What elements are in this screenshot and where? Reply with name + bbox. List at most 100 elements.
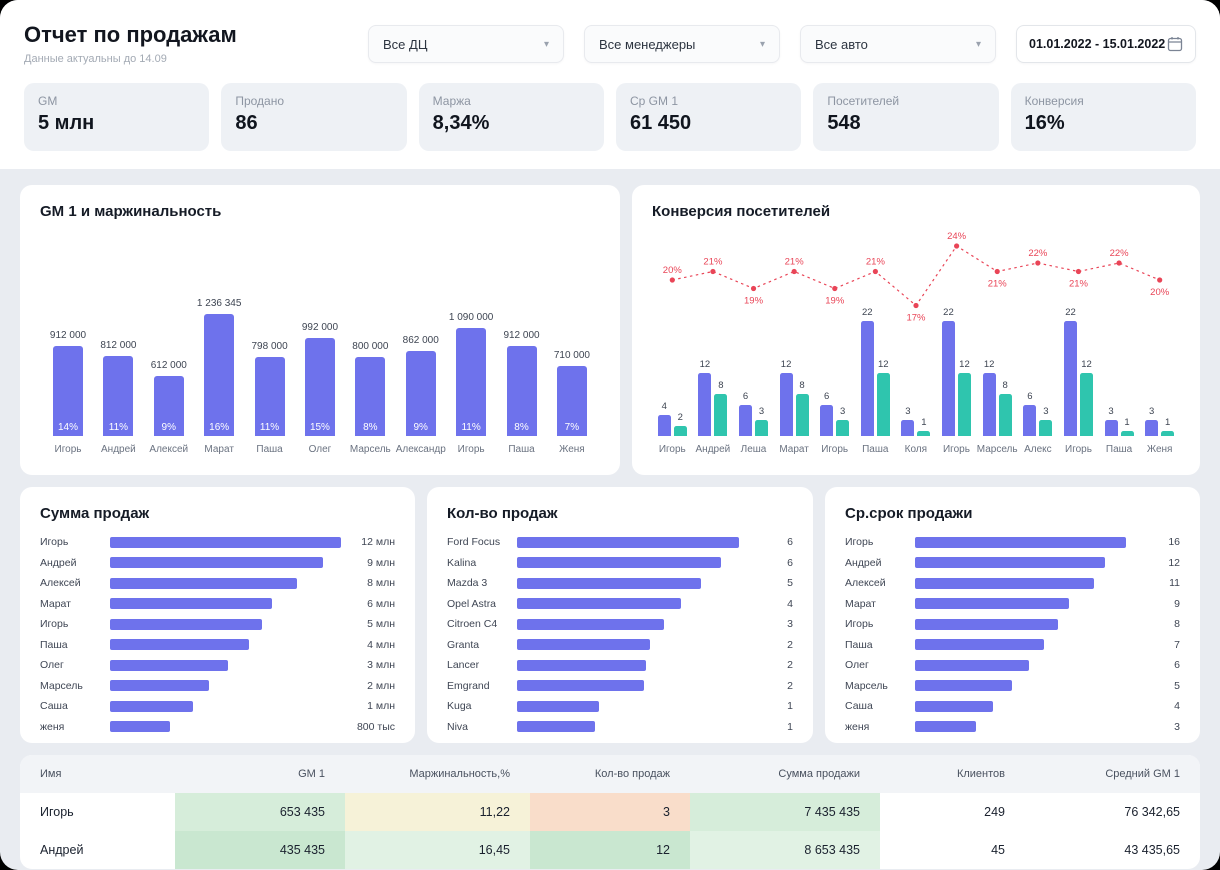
sales-bar[interactable] [876, 373, 890, 436]
gm1-bar[interactable]: 8% [506, 346, 537, 436]
gm1-bar[interactable]: 14% [53, 346, 83, 436]
visitors-bar[interactable] [1023, 405, 1037, 436]
hbar-bar[interactable] [915, 536, 1126, 548]
visitors-bar[interactable] [738, 405, 752, 436]
visitors-bar[interactable] [860, 321, 874, 436]
conversion-line-point[interactable] [710, 268, 716, 275]
conversion-percent-label: 21% [988, 279, 1008, 290]
sales-bar[interactable] [957, 373, 971, 436]
date-range-picker[interactable]: 01.01.2022 - 15.01.2022 [1016, 25, 1196, 63]
conversion-line-point[interactable] [994, 268, 1000, 275]
hbar-bar[interactable] [517, 536, 739, 548]
sales-bar[interactable] [998, 394, 1012, 436]
bar-value-label: 800 000 [352, 341, 389, 352]
hbar-bar[interactable] [915, 680, 1013, 691]
kpi-label: GM [38, 94, 58, 108]
visitors-bar[interactable] [982, 373, 996, 436]
hbar-bar[interactable] [110, 536, 341, 548]
filter-cars-select[interactable]: Все авто ▾ [800, 25, 996, 63]
gm1-bar[interactable]: 8% [355, 357, 386, 436]
hbar-bar[interactable] [517, 557, 722, 568]
hbar-bar[interactable] [915, 639, 1044, 650]
hbar-bar[interactable] [517, 700, 600, 712]
hbar-bar[interactable] [110, 700, 194, 712]
conversion-line-point[interactable] [913, 302, 919, 309]
conversion-bar-group: 6 3 Леша [733, 391, 774, 458]
hbar-bar[interactable] [517, 639, 651, 650]
sales-bar[interactable] [1079, 373, 1093, 436]
gm1-bar[interactable]: 11% [456, 328, 487, 436]
sales-bar[interactable] [1161, 431, 1175, 436]
conversion-line-point[interactable] [750, 285, 757, 292]
visitors-bar[interactable] [1104, 420, 1118, 436]
conversion-line-point[interactable] [1035, 260, 1041, 266]
hbar-bar[interactable] [915, 618, 1059, 630]
sales-bar[interactable] [714, 394, 728, 436]
visitors-bar[interactable] [1145, 420, 1159, 436]
sales-bar[interactable] [754, 420, 768, 436]
gm1-bar[interactable]: 11% [103, 356, 134, 436]
hbar-bar[interactable] [110, 659, 228, 671]
sales-bar[interactable] [1120, 431, 1134, 436]
hbar-bar[interactable] [915, 598, 1070, 609]
visitors-bar[interactable] [1063, 321, 1077, 436]
hbar-bar[interactable] [517, 680, 644, 691]
bar-pair: 12 8 [698, 359, 728, 436]
hbar-bar[interactable] [110, 557, 323, 568]
hbar-bar[interactable] [517, 618, 664, 630]
hbar-bar[interactable] [915, 577, 1095, 589]
bar-category-label: Паша [1105, 444, 1133, 455]
visitors-bar[interactable] [698, 373, 712, 436]
visitors-bar[interactable] [941, 321, 955, 436]
conversion-line-point[interactable] [1075, 268, 1082, 275]
gm1-bar[interactable]: 9% [405, 351, 436, 436]
hbar-bar[interactable] [110, 680, 210, 691]
column-header: Клиентов [880, 755, 1025, 793]
hbar-bar[interactable] [517, 721, 595, 732]
hbar-bar[interactable] [915, 557, 1105, 568]
gm1-bar[interactable]: 15% [304, 338, 335, 436]
hbar-bar[interactable] [915, 721, 977, 732]
hbar-value-label: 3 [787, 618, 793, 630]
visitors-bar-column: 22 [941, 307, 955, 436]
hbar-bar[interactable] [517, 577, 702, 589]
hbar-bar[interactable] [915, 700, 994, 712]
hbar-bar[interactable] [110, 577, 298, 589]
hbar-bar[interactable] [517, 598, 682, 609]
gm1-bar[interactable]: 7% [556, 366, 587, 436]
sales-bar[interactable] [917, 431, 931, 436]
visitors-bar[interactable] [657, 415, 671, 436]
bar-group: 710 000 7% Женя [548, 350, 596, 458]
conversion-percent-label: 19% [825, 296, 845, 307]
hbar-bar[interactable] [915, 659, 1029, 671]
conversion-line-point[interactable] [1116, 260, 1122, 266]
visitors-bar[interactable] [820, 405, 834, 436]
gm1-bar[interactable]: 16% [204, 314, 235, 436]
conversion-line-point[interactable] [872, 268, 878, 275]
hbar-bar[interactable] [110, 721, 171, 732]
bar-margin-label: 8% [514, 422, 529, 433]
sales-bar[interactable] [673, 426, 687, 436]
conversion-line-point[interactable] [832, 285, 838, 292]
conversion-line-point[interactable] [669, 277, 675, 283]
visitors-bar[interactable] [901, 420, 915, 436]
hbar-bar[interactable] [110, 598, 272, 609]
bar-value-label: 3 [840, 406, 846, 417]
visitors-bar[interactable] [779, 373, 793, 436]
bar-pair: 22 12 [1063, 307, 1093, 436]
conversion-line-point[interactable] [1157, 277, 1163, 283]
gm1-bar[interactable]: 11% [254, 357, 285, 436]
sales-bar[interactable] [1039, 420, 1053, 436]
gm1-bar[interactable]: 9% [153, 376, 184, 436]
conversion-percent-label: 20% [1150, 287, 1170, 298]
sales-bar[interactable] [836, 420, 850, 436]
filter-dealer-centers-select[interactable]: Все ДЦ ▾ [368, 25, 564, 63]
hbar-bar[interactable] [517, 659, 646, 671]
sales-bar[interactable] [795, 394, 809, 436]
hbar-value-label: 3 млн [367, 659, 395, 671]
conversion-line-point[interactable] [954, 243, 960, 249]
hbar-bar[interactable] [110, 618, 263, 630]
hbar-bar[interactable] [110, 639, 249, 650]
conversion-line-point[interactable] [791, 268, 797, 275]
filter-managers-select[interactable]: Все менеджеры ▾ [584, 25, 780, 63]
